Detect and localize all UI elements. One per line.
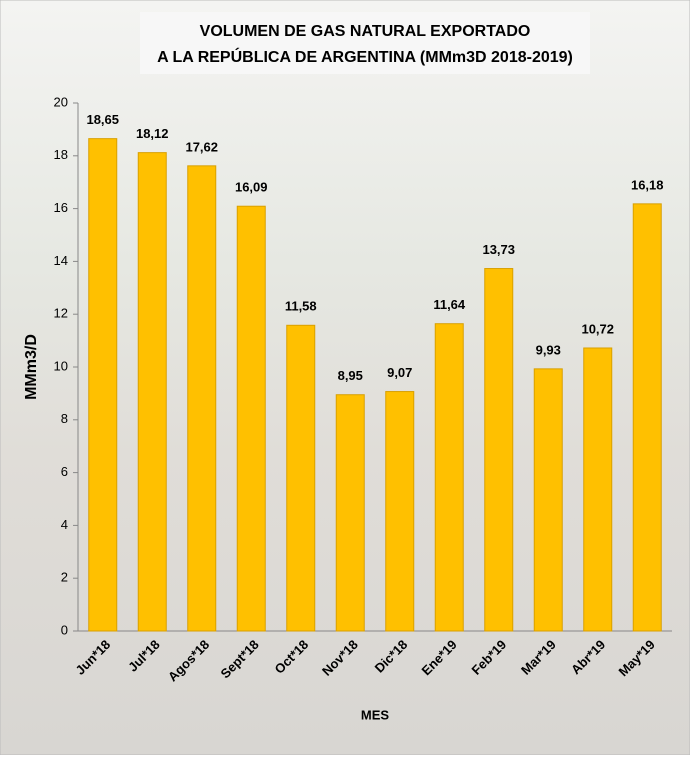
bar [533,368,563,632]
y-tick-label: 2 [61,570,68,585]
value-label: 9,93 [536,342,561,357]
y-tick-label: 18 [54,147,68,162]
y-tick-label: 16 [54,200,68,215]
chart-title: VOLUMEN DE GAS NATURAL EXPORTADO [200,23,531,40]
y-tick-label: 14 [54,253,68,268]
value-label: 16,09 [235,180,268,195]
bar [385,391,415,632]
y-tick-label: 20 [54,94,68,109]
y-tick-label: 8 [61,411,68,426]
x-axis-label: MES [361,707,390,722]
value-label: 13,73 [482,242,515,257]
value-label: 18,65 [86,112,119,127]
chart-title: A LA REPÚBLICA DE ARGENTINA (MMm3D 2018-… [157,47,573,66]
bar [484,268,514,632]
y-tick-label: 6 [61,464,68,479]
y-tick-label: 0 [61,622,68,637]
title-box [140,12,590,74]
bar [137,152,167,632]
y-tick-label: 12 [54,306,68,321]
bar [187,165,217,632]
value-label: 8,95 [338,368,363,383]
y-axis-label: MMm3/D [23,334,40,400]
y-tick-label: 10 [54,358,68,373]
bar [286,324,316,632]
bar [88,138,118,632]
value-label: 16,18 [631,177,664,192]
value-label: 11,64 [433,297,466,312]
bar [583,347,613,632]
value-label: 11,58 [285,299,317,314]
bar [335,394,365,632]
value-label: 10,72 [581,321,614,336]
value-label: 9,07 [387,365,412,380]
y-tick-label: 4 [61,517,68,532]
bar [236,205,266,632]
value-label: 17,62 [185,139,218,154]
value-label: 18,12 [136,126,169,141]
bar [632,203,662,632]
bar [434,323,464,632]
